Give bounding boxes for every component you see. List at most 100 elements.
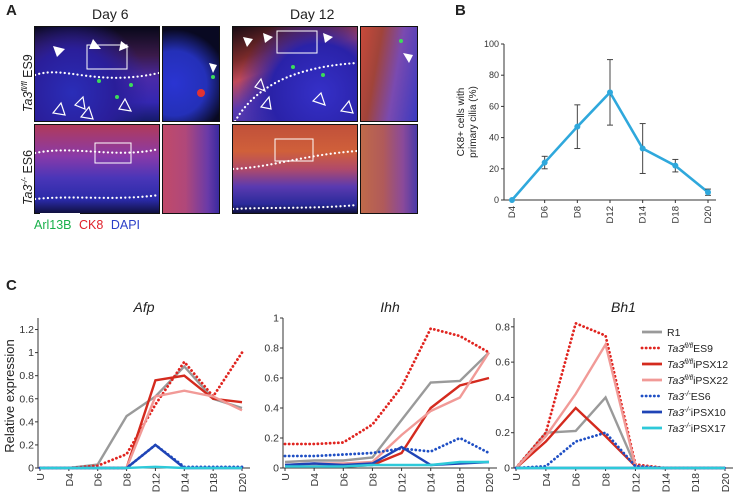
x-tick-label: D8 — [367, 473, 379, 487]
series-line — [284, 445, 490, 467]
y-tick-label: 0 — [273, 463, 279, 475]
series-line — [40, 465, 242, 470]
series-line — [283, 326, 491, 446]
series-line — [285, 376, 490, 468]
legend-label: Ta3-/-iPSX17 — [667, 423, 726, 435]
panel-b-letter: B — [455, 2, 466, 19]
panel-a-letter: A — [6, 2, 17, 19]
x-tick-label: D4 — [309, 473, 321, 487]
y-tick-label: 0.2 — [19, 439, 34, 451]
y-tick-label: 0 — [504, 463, 510, 475]
x-tick-label: D12 — [397, 473, 409, 492]
y-tick-label: 60 — [489, 101, 499, 111]
y-tick-label: 0.8 — [495, 321, 510, 333]
day-12-label: Day 12 — [290, 6, 335, 22]
micrograph-day12-es6 — [232, 124, 358, 214]
y-tick-label: 80 — [489, 70, 499, 80]
y-tick-label: 1.2 — [19, 324, 34, 336]
x-tick-label: U — [280, 473, 292, 481]
x-tick-label: D8 — [122, 473, 134, 487]
x-tick-label: D4 — [64, 473, 76, 487]
data-point — [672, 162, 679, 169]
series-line — [284, 351, 491, 467]
series-line — [40, 443, 242, 470]
legend-label: R1 — [667, 327, 681, 339]
stain-ck8: CK8 — [79, 218, 104, 232]
x-tick-label: D6 — [540, 206, 551, 218]
y-tick-label: 100 — [484, 39, 499, 49]
legend-label: Ta3fl/flES9 — [667, 343, 713, 355]
data-point — [574, 123, 581, 130]
y-tick-label: 1 — [273, 313, 279, 325]
chart-title-bh1: Bh1 — [611, 299, 636, 315]
y-tick-label: 0.4 — [264, 403, 279, 415]
series-line — [283, 436, 491, 458]
series-line — [285, 460, 489, 468]
x-tick-label: D14 — [426, 473, 438, 492]
series-line — [38, 351, 244, 470]
micrograph-inset-day6-es9 — [162, 26, 220, 122]
x-tick-label: D14 — [660, 473, 672, 492]
x-tick-label: D20 — [484, 473, 496, 492]
chart-cilia: 0 20 40 60 80 100 D4 D6 D8 D12 D14 D18 D20 CK8+ cells… — [456, 39, 716, 223]
y-tick-label: 0.6 — [495, 357, 510, 369]
y-tick-label: 40 — [489, 133, 499, 143]
series-line — [284, 351, 490, 464]
x-tick-label: D6 — [93, 473, 105, 487]
x-tick-label: D14 — [179, 473, 191, 492]
x-tick-label: D6 — [571, 473, 583, 487]
x-tick-label: D6 — [338, 473, 350, 487]
legend-label: Ta3fl/fliPSX22 — [667, 375, 728, 387]
y-tick-label: 0.4 — [19, 416, 34, 428]
x-tick-label: D12 — [150, 473, 162, 492]
stain-dapi: DAPI — [110, 218, 141, 232]
x-tick-label: D8 — [601, 473, 613, 487]
row-label-ta3-flfl-es9: Ta3fl/fl ES9 — [20, 54, 36, 112]
x-tick-label: D20 — [720, 473, 732, 492]
y-tick-label: 0.8 — [19, 370, 34, 382]
chart-expression: Afp 0 0.2 0.4 0.6 0.8 1 1.2 U D4 D6 D8 D12 D14 D18 D20 I… — [2, 299, 733, 492]
day-6-label: Day 6 — [92, 6, 129, 22]
x-tick-label: D12 — [605, 206, 616, 223]
chart-title-ihh: Ihh — [380, 299, 400, 315]
x-tick-label: D18 — [690, 473, 702, 492]
x-tick-label: U — [35, 473, 47, 481]
x-tick-label: U — [511, 473, 523, 481]
micrograph-inset-day12-es9 — [360, 26, 418, 122]
legend-label: Ta3-/-iPSX10 — [667, 407, 726, 419]
x-tick-label: D20 — [237, 473, 249, 492]
data-point — [541, 159, 548, 166]
series-line — [40, 364, 243, 470]
data-point — [607, 89, 613, 96]
series-line — [514, 321, 727, 470]
panel-c-letter: C — [6, 277, 17, 294]
x-tick-label: D14 — [638, 206, 649, 223]
legend-label: Ta3fl/fliPSX12 — [667, 359, 728, 371]
data-point — [705, 189, 711, 196]
y-tick-label: 0.4 — [495, 392, 510, 404]
stain-legend: Arl13B CK8 DAPI — [34, 218, 140, 232]
chart-title-afp: Afp — [132, 299, 154, 315]
x-tick-label: D4 — [507, 206, 518, 218]
micrograph-day6-es9 — [34, 26, 160, 122]
x-tick-label: D20 — [703, 206, 714, 223]
micrograph-inset-day12-es6 — [360, 124, 418, 214]
x-tick-label: D8 — [572, 206, 583, 218]
data-point — [639, 145, 646, 152]
y-axis-label: CK8+ cells withprimary cilia (%) — [456, 86, 479, 158]
y-tick-label: 0.6 — [264, 373, 279, 385]
x-tick-label: D18 — [670, 206, 681, 223]
legend-label: Ta3-/-ES6 — [667, 391, 711, 403]
micrograph-inset-day6-es6 — [162, 124, 220, 214]
x-tick-label: D18 — [208, 473, 220, 492]
scale-bar — [40, 213, 80, 215]
y-tick-label: 0 — [28, 463, 34, 475]
row-label-ta3-ko-es6: Ta3-/- ES6 — [20, 149, 36, 205]
y-tick-label: 0 — [494, 195, 499, 205]
y-tick-label: 0.2 — [495, 427, 510, 439]
y-tick-label: 0.6 — [19, 393, 34, 405]
series-line — [514, 431, 727, 470]
series-line — [40, 374, 243, 470]
x-tick-label: D4 — [541, 473, 553, 487]
y-tick-label: 0.2 — [264, 433, 279, 445]
